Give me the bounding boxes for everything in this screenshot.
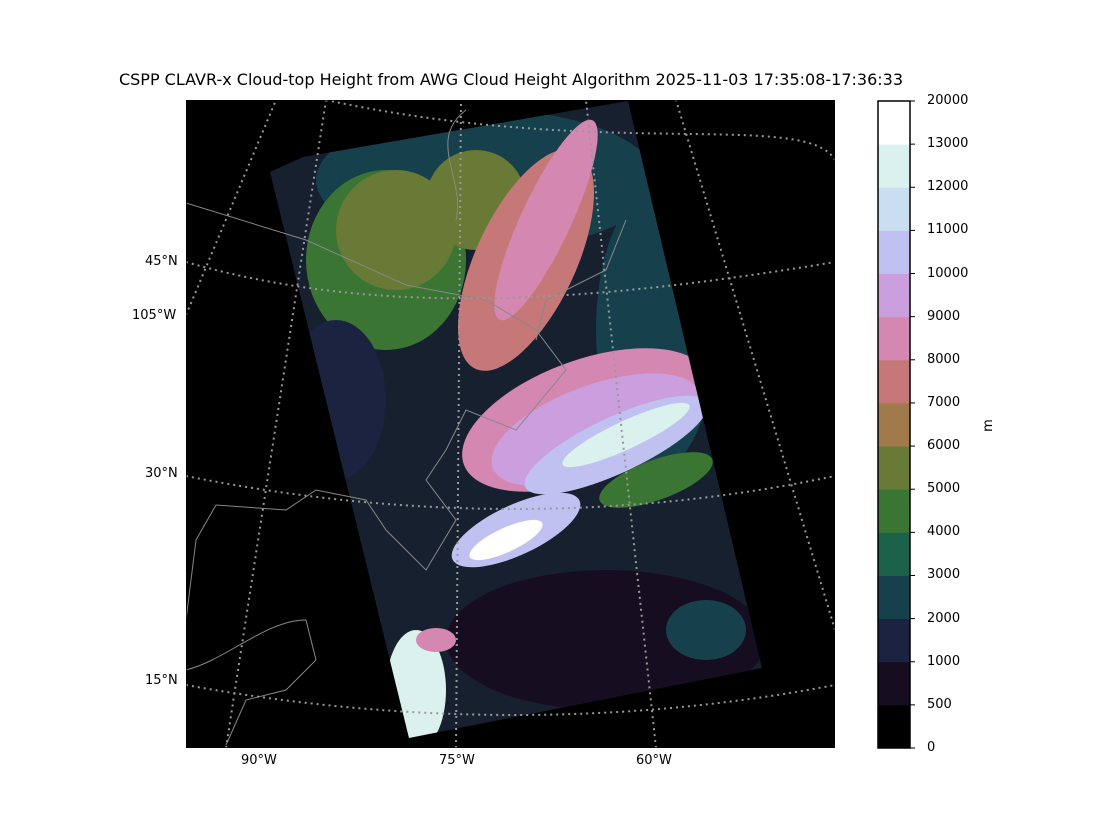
colorbar-tick-label: 4000 bbox=[927, 524, 961, 540]
gridline-90w bbox=[225, 100, 327, 748]
map-panel bbox=[186, 100, 835, 748]
lon-label-105w: 105°W bbox=[132, 308, 177, 323]
gridline-75w bbox=[455, 100, 462, 748]
colorbar-bin bbox=[878, 144, 910, 188]
lat-label-45n: 45°N bbox=[145, 254, 178, 269]
lon-label-75w: 75°W bbox=[439, 753, 475, 768]
colorbar-bin bbox=[878, 359, 910, 404]
colorbar-tick-label: 6000 bbox=[927, 438, 961, 454]
colorbar-unit: m bbox=[980, 419, 996, 432]
colorbar-bin bbox=[878, 704, 910, 749]
graticule bbox=[186, 100, 835, 748]
colorbar-tick-label: 12000 bbox=[927, 179, 969, 195]
lon-label-90w: 90°W bbox=[241, 753, 277, 768]
lon-label-60w: 60°W bbox=[636, 753, 672, 768]
colorbar bbox=[877, 100, 915, 749]
coastlines bbox=[186, 109, 627, 746]
colorbar-tick-label: 1000 bbox=[927, 653, 961, 669]
colorbar-tick-label: 11000 bbox=[927, 222, 969, 238]
colorbar-tick-label: 13000 bbox=[927, 136, 969, 152]
colorbar-tick-label: 500 bbox=[927, 696, 952, 712]
colorbar-tick-label: 8000 bbox=[927, 351, 961, 367]
colorbar-frame bbox=[877, 100, 911, 749]
gridline-30n bbox=[186, 475, 835, 510]
colorbar-bin bbox=[878, 661, 910, 706]
colorbar-tick-label: 9000 bbox=[927, 308, 961, 324]
plot-title: CSPP CLAVR-x Cloud-top Height from AWG C… bbox=[118, 70, 904, 89]
colorbar-bin bbox=[878, 316, 910, 361]
gridline-60w bbox=[585, 100, 657, 748]
colorbar-bin bbox=[878, 489, 910, 533]
colorbar-bin bbox=[878, 575, 910, 620]
colorbar-tick-label: 10000 bbox=[927, 265, 969, 281]
gridline-45w bbox=[675, 100, 835, 631]
colorbar-bin bbox=[878, 230, 910, 275]
colorbar-tick-label: 7000 bbox=[927, 394, 961, 410]
colorbar-bin bbox=[878, 101, 910, 145]
colorbar-bin bbox=[878, 532, 910, 576]
gridline-15n bbox=[186, 684, 835, 716]
colorbar-bin bbox=[878, 273, 910, 318]
colorbar-tick-label: 3000 bbox=[927, 567, 961, 583]
colorbar-tick-label: 2000 bbox=[927, 610, 961, 626]
colorbar-bin bbox=[878, 187, 910, 231]
colorbar-bin bbox=[878, 618, 910, 663]
colorbar-tick-label: 20000 bbox=[927, 93, 969, 108]
colorbar-tick-label: 0 bbox=[927, 740, 936, 755]
lat-label-15n: 15°N bbox=[145, 673, 178, 688]
colorbar-bin bbox=[878, 446, 910, 490]
colorbar-bin bbox=[878, 402, 910, 447]
lat-label-30n: 30°N bbox=[145, 466, 178, 481]
colorbar-tick-label: 5000 bbox=[927, 481, 961, 497]
